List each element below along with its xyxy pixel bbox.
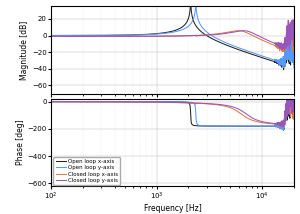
Open loop x-axis <box>155 100 159 103</box>
Line: Closed loop x-axis: Closed loop x-axis <box>51 79 298 128</box>
Open loop y-axis <box>153 100 157 103</box>
Open loop y-axis <box>297 128 300 130</box>
Closed loop y-axis <box>277 122 280 125</box>
Closed loop x-axis <box>297 114 300 116</box>
Open loop y-axis <box>289 102 292 104</box>
Closed loop x-axis <box>153 101 157 104</box>
Closed loop y-axis <box>289 86 292 89</box>
Closed loop y-axis <box>155 101 159 103</box>
Open loop x-axis <box>296 133 300 135</box>
X-axis label: Frequency [Hz]: Frequency [Hz] <box>144 204 201 213</box>
Open loop x-axis <box>297 130 300 132</box>
Open loop x-axis <box>229 125 232 127</box>
Closed loop x-axis <box>49 100 53 103</box>
Closed loop x-axis <box>291 77 295 80</box>
Open loop y-axis <box>289 82 292 85</box>
Open loop y-axis <box>155 100 159 103</box>
Closed loop x-axis <box>289 106 292 109</box>
Open loop x-axis <box>49 100 53 103</box>
Open loop x-axis <box>277 125 280 128</box>
Closed loop y-axis <box>167 101 170 104</box>
Closed loop x-axis <box>155 101 159 104</box>
Open loop y-axis <box>167 100 170 103</box>
Line: Open loop y-axis: Open loop y-axis <box>51 83 298 132</box>
Closed loop y-axis <box>296 128 300 131</box>
Line: Closed loop y-axis: Closed loop y-axis <box>51 74 298 130</box>
Open loop x-axis <box>289 83 292 86</box>
Closed loop y-axis <box>153 101 157 103</box>
Y-axis label: Magnitude [dB]: Magnitude [dB] <box>20 20 29 80</box>
Closed loop y-axis <box>229 105 232 108</box>
Open loop y-axis <box>277 126 280 128</box>
Open loop x-axis <box>153 100 157 103</box>
Closed loop y-axis <box>297 124 300 127</box>
Closed loop x-axis <box>167 101 170 104</box>
Legend: Open loop x-axis, Open loop y-axis, Closed loop x-axis, Closed loop y-axis: Open loop x-axis, Open loop y-axis, Clos… <box>53 157 120 185</box>
Closed loop y-axis <box>49 100 53 103</box>
Open loop x-axis <box>289 101 292 104</box>
Y-axis label: Phase [deg]: Phase [deg] <box>16 120 25 165</box>
Open loop y-axis <box>229 125 232 127</box>
Open loop y-axis <box>49 100 53 103</box>
Closed loop x-axis <box>296 126 300 129</box>
Open loop y-axis <box>296 131 300 134</box>
Closed loop x-axis <box>229 107 232 109</box>
Line: Open loop x-axis: Open loop x-axis <box>51 84 298 134</box>
Open loop x-axis <box>167 100 170 103</box>
Closed loop x-axis <box>277 124 280 127</box>
Closed loop y-axis <box>289 73 292 76</box>
